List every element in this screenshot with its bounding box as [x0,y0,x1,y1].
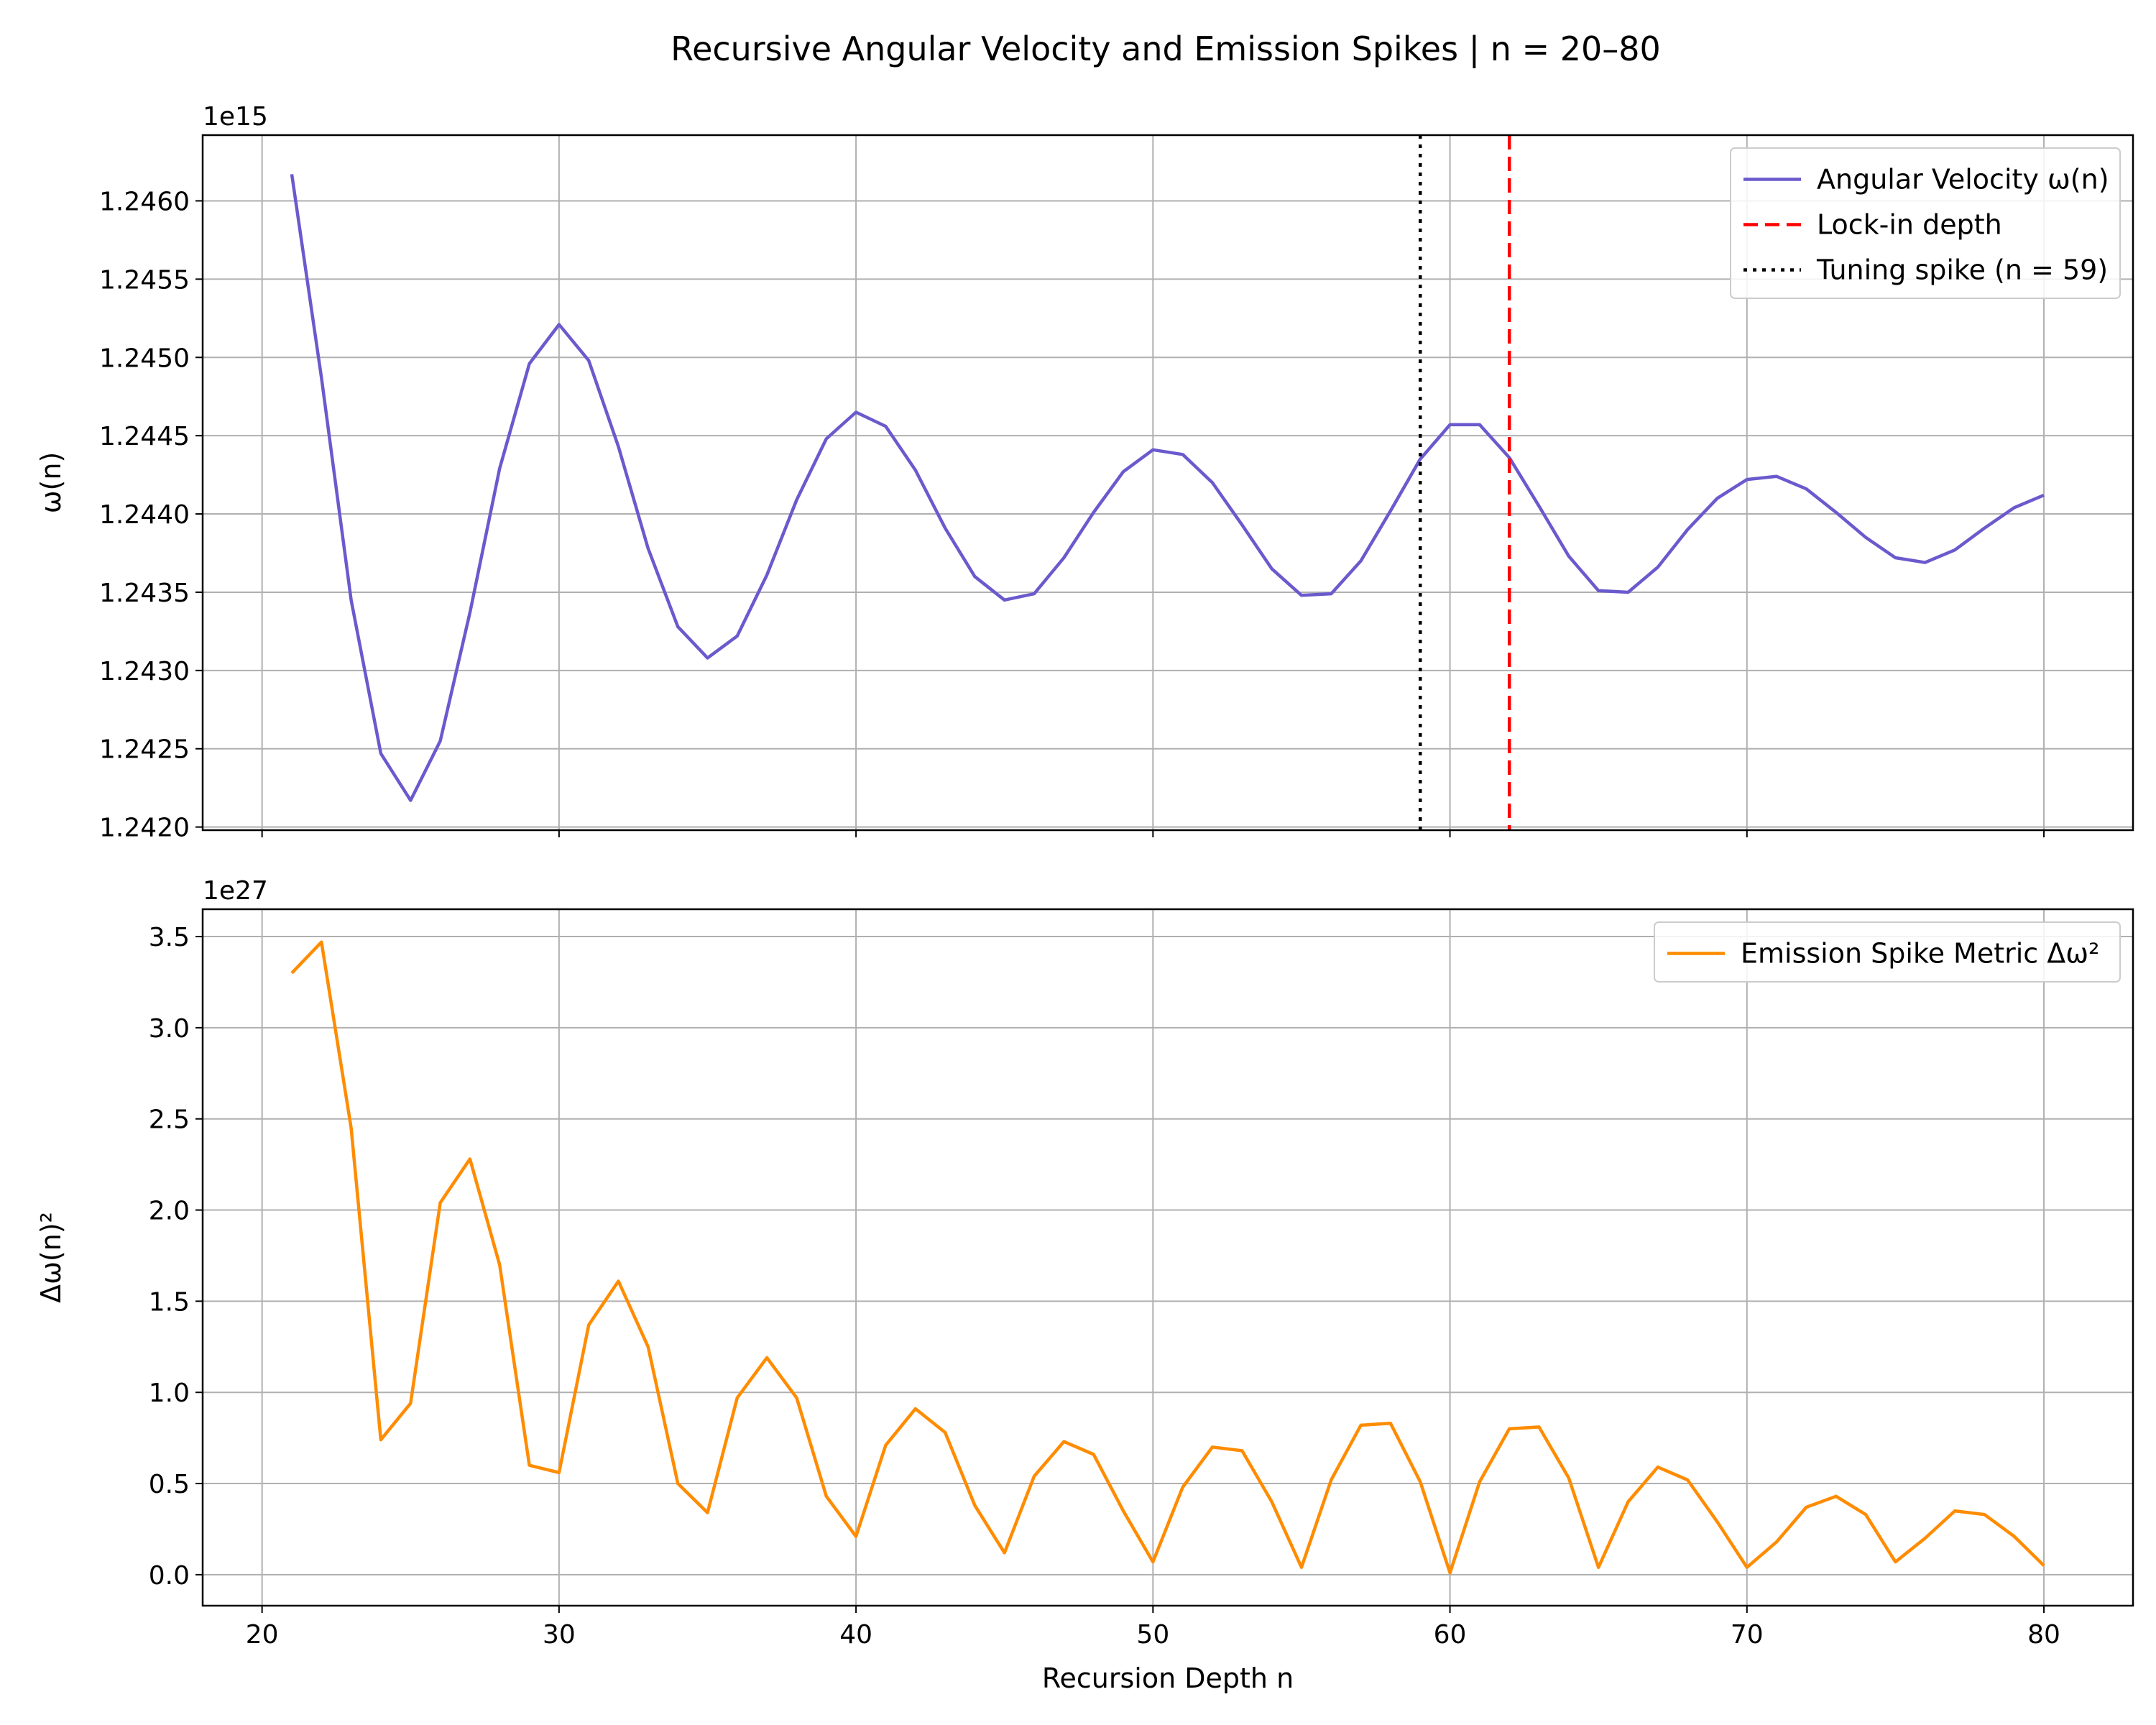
y-tick-label: 0.5 [149,1470,190,1499]
y-tick-label: 1.2430 [99,657,190,686]
x-tick-label: 60 [1434,1620,1467,1650]
y-tick-label: 1.2455 [99,265,190,295]
legend: Emission Spike Metric Δω² [1654,921,2121,983]
axes-frame [201,134,2134,832]
legend-box [1730,147,2121,299]
y-tick-label: 1.0 [149,1379,190,1408]
y-tick-label: 1.2435 [99,579,190,608]
legend-box [1654,921,2121,983]
x-tick-label: 70 [1731,1620,1764,1650]
y-tick-label: 1.2440 [99,500,190,530]
y-tick-label: 1.2460 [99,187,190,216]
legend: Angular Velocity ω(n) Lock-in depth Tuning… [1730,147,2121,299]
angular-velocity-panel: 1.2420 1.2425 1.2430 1.2435 1.2440 1.2445 1.24… [35,102,2134,843]
y-axis-label: Δω(n)² [35,1212,67,1303]
legend-label: Lock-in depth [1817,209,2002,241]
series-line [290,940,2045,1575]
y-tick-label: 1.5 [149,1287,190,1317]
x-axis-label: Recursion Depth n [1042,1662,1294,1694]
emission-spike-panel: 20 30 40 50 60 70 80 0.0 0.5 1.0 1.5 2.0 2.5 3.0 3.5 1e… [35,876,2134,1694]
x-tick-label: 50 [1136,1620,1169,1650]
y-offset-text: 1e15 [203,102,268,132]
y-tick-label: 1.2445 [99,422,190,451]
y-tick-label: 3.0 [149,1014,190,1044]
y-offset-text: 1e27 [203,876,268,906]
figure-title: Recursive Angular Velocity and Emission … [671,29,1661,69]
y-tick-label: 2.0 [149,1197,190,1226]
x-tick-label: 20 [246,1620,279,1650]
legend-label: Angular Velocity ω(n) [1817,164,2109,196]
x-tick-label: 80 [2027,1620,2060,1650]
y-tick-label: 0.0 [149,1561,190,1591]
y-axis-label: ω(n) [35,452,67,514]
x-tick-label: 40 [839,1620,872,1650]
y-tick-label: 1.2425 [99,735,190,765]
x-tick-label: 30 [543,1620,576,1650]
legend-label: Emission Spike Metric Δω² [1741,938,2099,970]
series-line [290,174,2045,802]
y-tick-label: 1.2450 [99,344,190,373]
y-tick-label: 3.5 [149,923,190,952]
y-tick-label: 2.5 [149,1105,190,1135]
legend-label: Tuning spike (n = 59) [1816,254,2108,286]
axes-frame [201,908,2134,1607]
y-tick-label: 1.2420 [99,814,190,843]
